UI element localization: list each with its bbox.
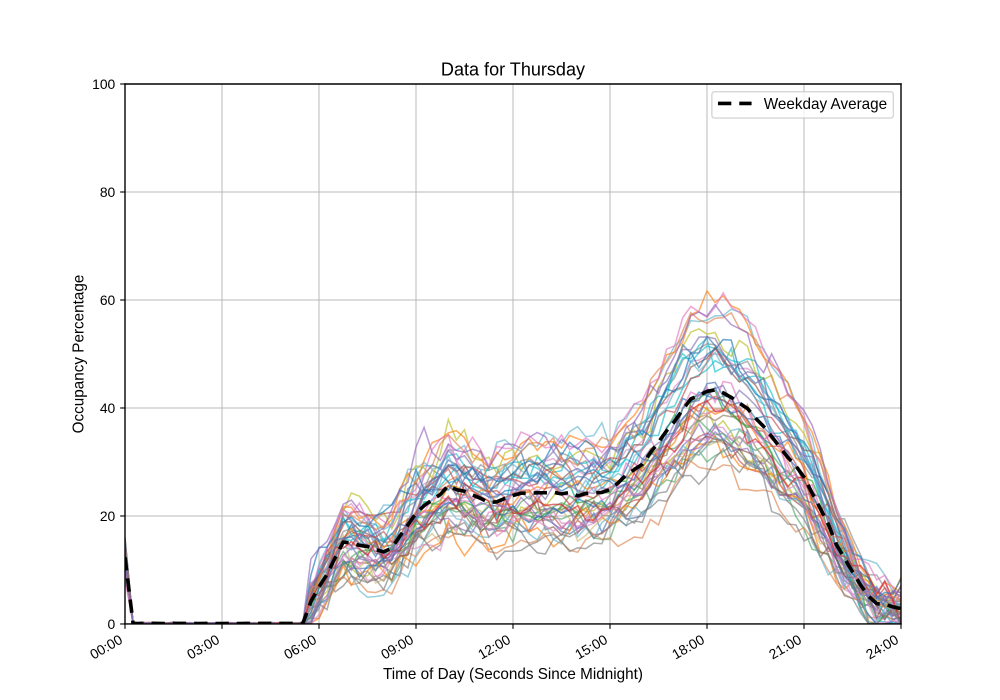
svg-text:100: 100 <box>92 76 115 92</box>
svg-text:Weekday Average: Weekday Average <box>764 96 887 113</box>
svg-text:Data for Thursday: Data for Thursday <box>441 60 585 80</box>
svg-text:Occupancy Percentage: Occupancy Percentage <box>70 275 87 434</box>
svg-text:Time of Day (Seconds Since Mid: Time of Day (Seconds Since Midnight) <box>383 666 643 683</box>
svg-text:20: 20 <box>100 508 116 524</box>
svg-text:60: 60 <box>100 292 116 308</box>
svg-text:0: 0 <box>108 616 116 632</box>
svg-text:40: 40 <box>100 400 116 416</box>
svg-text:80: 80 <box>100 184 116 200</box>
